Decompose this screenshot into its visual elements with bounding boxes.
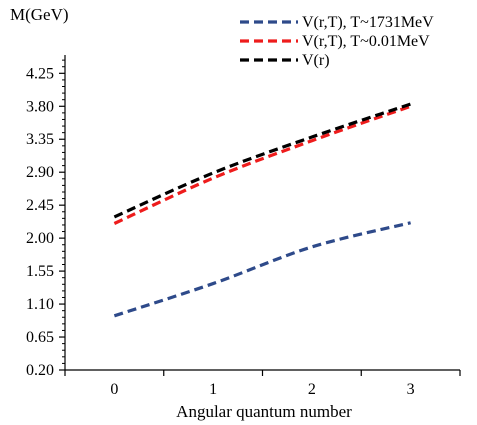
series-lines (113, 102, 412, 318)
x-tick-label: 1 (209, 381, 217, 398)
y-tick-label: 0.20 (26, 362, 54, 379)
x-axis-ticks: 0 1 2 3 (64, 370, 461, 398)
y-tick-label: 2.00 (26, 230, 54, 247)
y-axis-title: M(GeV) (10, 5, 69, 24)
series-line-0 (113, 221, 412, 318)
y-tick-label: 4.25 (26, 65, 54, 82)
y-tick-label: 1.55 (26, 263, 54, 280)
y-tick-label: 2.45 (26, 197, 54, 214)
y-tick-label: 2.90 (26, 164, 54, 181)
legend: V(r,T), T~1731MeV V(r,T), T~0.01MeV V(r) (240, 14, 434, 69)
y-tick-label: 1.10 (26, 296, 54, 313)
legend-label-2: V(r) (302, 52, 330, 69)
x-tick-label: 2 (308, 381, 316, 398)
y-tick-label: 3.80 (26, 98, 54, 115)
legend-label-1: V(r,T), T~0.01MeV (302, 33, 430, 50)
x-axis-title: Angular quantum number (176, 402, 352, 421)
y-axis-ticks: 0.20 0.65 1.10 1.55 2.00 2.45 2.90 3.35 3.80 4.25 (26, 59, 65, 379)
y-tick-label: 0.65 (26, 329, 54, 346)
series-line-1 (113, 104, 412, 225)
series-line-2 (113, 102, 412, 219)
y-tick-label: 3.35 (26, 131, 54, 148)
x-tick-label: 3 (407, 381, 415, 398)
legend-label-0: V(r,T), T~1731MeV (302, 14, 434, 31)
x-tick-label: 0 (110, 381, 118, 398)
